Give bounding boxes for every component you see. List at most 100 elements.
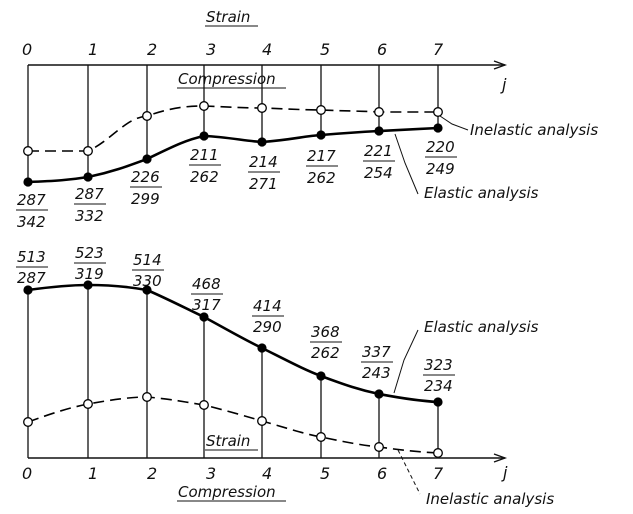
bottom-inelastic-point-4 [257,416,267,426]
bottom-inelastic-point-7 [433,448,443,458]
top-fraction-7: 220 249 [425,138,457,178]
bottom-fraction-7: 323 234 [423,356,455,395]
top-elastic-point-3 [199,131,209,141]
top-tick-3: 3 [206,40,216,59]
top-strain-label: Strain [206,8,250,26]
bottom-elastic-point-7 [433,397,443,407]
top-tick-5: 5 [320,40,330,59]
top-fraction-5: 217 262 [306,147,338,187]
top-fraction-5-den: 262 [307,169,336,187]
bottom-diagram: 513 287 523 319 514 330 468 317 414 290 … [16,244,554,508]
bottom-fraction-5-num: 368 [311,323,340,341]
top-fraction-0-den: 342 [17,213,46,231]
top-fraction-5-num: 217 [307,147,336,165]
bottom-tick-7: 7 [433,464,444,483]
bottom-fraction-7-num: 323 [424,356,453,374]
top-elastic-label: Elastic analysis [424,184,539,202]
top-fraction-3: 211 262 [189,146,221,186]
top-inelastic-leader [439,115,469,131]
top-elastic-point-7 [433,123,443,133]
top-fraction-2-den: 299 [131,190,160,208]
top-fraction-0-num: 287 [17,191,46,209]
bottom-fraction-3: 468 317 [191,275,223,314]
top-fraction-3-num: 211 [190,146,219,164]
bottom-elastic-point-6 [374,389,384,399]
bottom-elastic-point-2 [142,285,152,295]
top-elastic-leader [394,133,419,195]
top-elastic-point-2 [142,154,152,164]
top-elastic-point-4 [257,137,267,147]
bottom-elastic-points [23,280,443,407]
top-axis-label: j [500,75,507,94]
bottom-inelastic-point-6 [374,442,384,452]
bottom-fraction-1-den: 319 [75,265,104,283]
bottom-fraction-2-den: 330 [133,272,162,290]
bottom-inelastic-leader [397,449,421,495]
top-compression-label: Compression [178,70,276,88]
bottom-inelastic-curve [27,396,439,454]
top-fraction-0: 287 342 [16,191,48,231]
top-inelastic-curve [28,105,438,152]
bottom-fraction-3-den: 317 [192,296,221,314]
bottom-elastic-leader [393,329,419,394]
top-fraction-6-num: 221 [364,142,393,160]
top-fraction-4: 214 271 [248,153,280,193]
bottom-tick-2: 2 [147,464,157,483]
top-fraction-3-den: 262 [190,168,219,186]
top-fraction-2: 226 299 [130,168,162,208]
bottom-fraction-0-den: 287 [17,269,46,287]
bottom-fraction-4-num: 414 [253,297,282,315]
top-inelastic-points [23,101,443,156]
bottom-fraction-1: 523 319 [74,244,106,283]
top-tick-6: 6 [377,40,387,59]
bottom-strain-label: Strain [206,432,250,450]
bottom-fraction-0-num: 513 [17,248,46,266]
bottom-fraction-5: 368 262 [310,323,342,362]
top-diagram: Strain 0 1 2 3 4 5 6 7 j Compression [16,8,598,231]
bottom-compression-label: Compression [178,483,276,501]
top-fraction-1-num: 287 [75,185,104,203]
bottom-fraction-0: 513 287 [16,248,48,287]
top-elastic-point-5 [316,130,326,140]
top-fraction-4-den: 271 [249,175,278,193]
bottom-elastic-point-1 [83,280,93,290]
top-fraction-7-den: 249 [426,160,455,178]
top-axis-arrow [493,60,508,70]
top-inelastic-point-4 [257,103,267,113]
bottom-fraction-5-den: 262 [311,344,340,362]
top-tick-2: 2 [147,40,157,59]
top-inelastic-point-5 [316,105,326,115]
bottom-fraction-2-num: 514 [133,251,162,269]
top-tick-1: 1 [88,40,98,59]
top-inelastic-point-2 [142,111,152,121]
bottom-fraction-6: 337 243 [361,343,393,382]
bottom-inelastic-points [23,392,443,458]
bottom-fraction-6-den: 243 [362,364,391,382]
bottom-inelastic-point-1 [83,399,93,409]
bottom-tick-1: 1 [88,464,98,483]
bottom-elastic-label: Elastic analysis [424,318,539,336]
top-fraction-7-num: 220 [426,138,455,156]
bottom-fraction-3-num: 468 [192,275,221,293]
bottom-fraction-1-num: 523 [75,244,104,262]
top-fraction-1-den: 332 [75,207,104,225]
bottom-elastic-point-3 [199,312,209,322]
top-fraction-6-den: 254 [364,164,393,182]
bottom-elastic-point-5 [316,371,326,381]
top-elastic-point-1 [83,172,93,182]
bottom-elastic-curve [27,283,439,404]
top-elastic-points [23,123,443,187]
top-inelastic-point-1 [83,146,93,156]
bottom-tick-5: 5 [320,464,330,483]
bottom-inelastic-point-2 [142,392,152,402]
top-tick-0: 0 [22,40,32,59]
bottom-axis-label: j [501,463,508,482]
top-fraction-1: 287 332 [74,185,106,225]
bottom-tick-4: 4 [262,464,272,483]
bottom-inelastic-label: Inelastic analysis [426,490,554,508]
top-inelastic-point-7 [433,107,443,117]
bottom-axis-arrow [493,453,508,463]
top-tick-4: 4 [262,40,272,59]
bottom-tick-6: 6 [377,464,387,483]
